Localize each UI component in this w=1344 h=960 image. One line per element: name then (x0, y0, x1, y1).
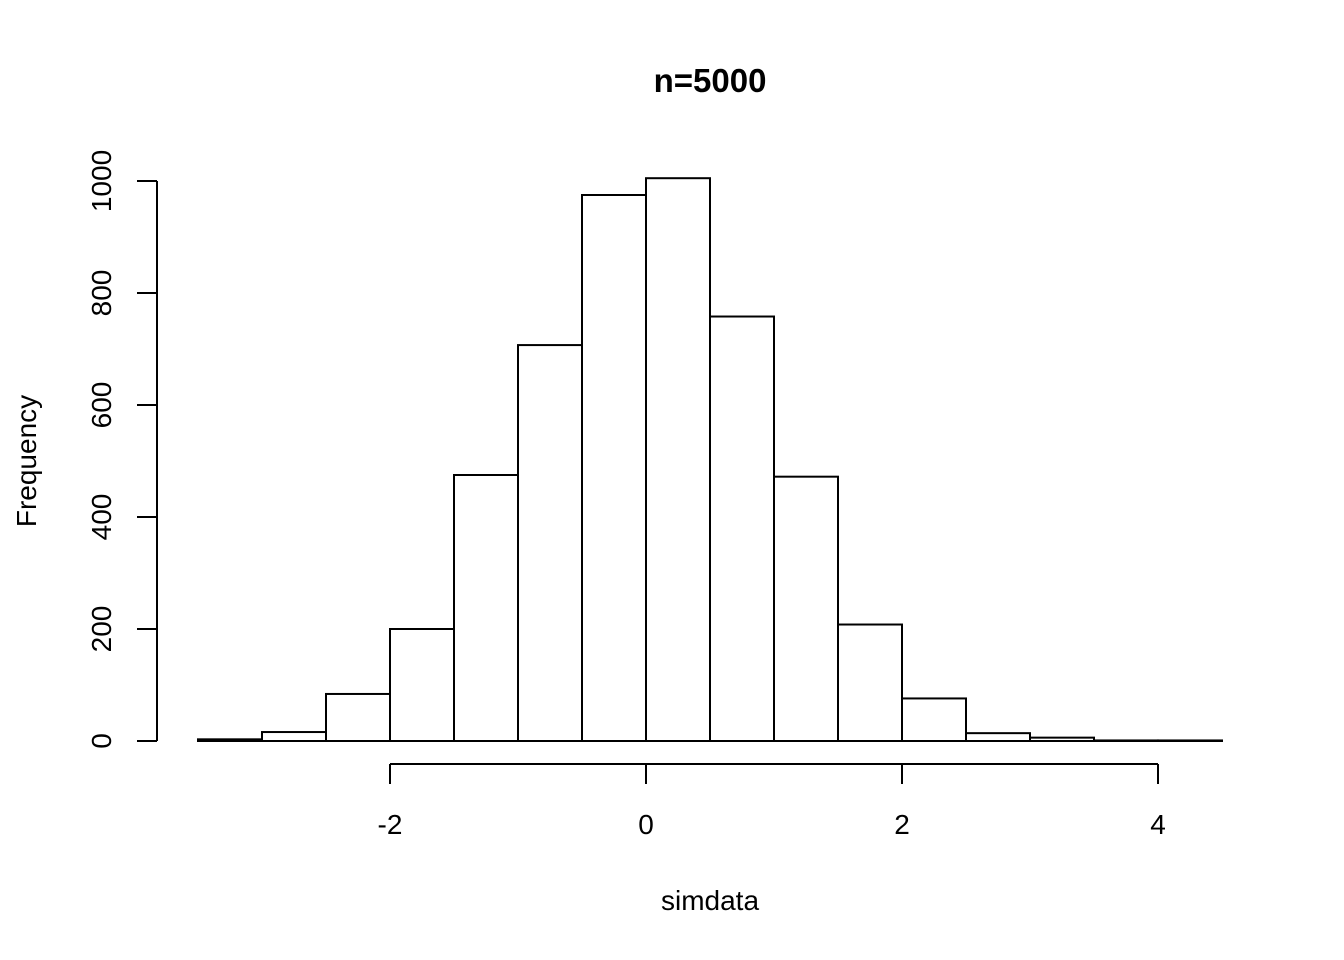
y-axis-label: Frequency (11, 395, 42, 527)
histogram-bar (645, 177, 711, 742)
bars-group (197, 177, 1223, 743)
histogram-bar (261, 731, 327, 742)
y-tick-label: 1000 (86, 150, 117, 212)
histogram-bar (325, 692, 391, 743)
histogram-bar (901, 697, 967, 743)
x-tick-label: 0 (638, 809, 654, 840)
histogram-bar (453, 474, 519, 742)
x-axis: -2 0 2 4 (378, 763, 1166, 840)
y-tick-label: 0 (86, 733, 117, 749)
histogram-bar (965, 732, 1031, 742)
x-tick-label: -2 (378, 809, 403, 840)
y-tick-label: 200 (86, 606, 117, 653)
chart-title: n=5000 (654, 62, 767, 99)
x-tick-label: 2 (894, 809, 910, 840)
y-tick-label: 400 (86, 494, 117, 541)
histogram-bar (517, 344, 583, 742)
histogram-bar (581, 194, 647, 742)
x-tick-label: 4 (1150, 809, 1166, 840)
y-tick-label: 600 (86, 382, 117, 429)
histogram-bar (773, 475, 839, 742)
histogram-bar (709, 315, 775, 742)
histogram-bar (389, 628, 455, 742)
histogram-bar (837, 623, 903, 743)
x-axis-label: simdata (661, 885, 759, 916)
y-tick-label: 800 (86, 270, 117, 317)
y-axis: 0 200 400 600 800 1000 (86, 150, 158, 749)
